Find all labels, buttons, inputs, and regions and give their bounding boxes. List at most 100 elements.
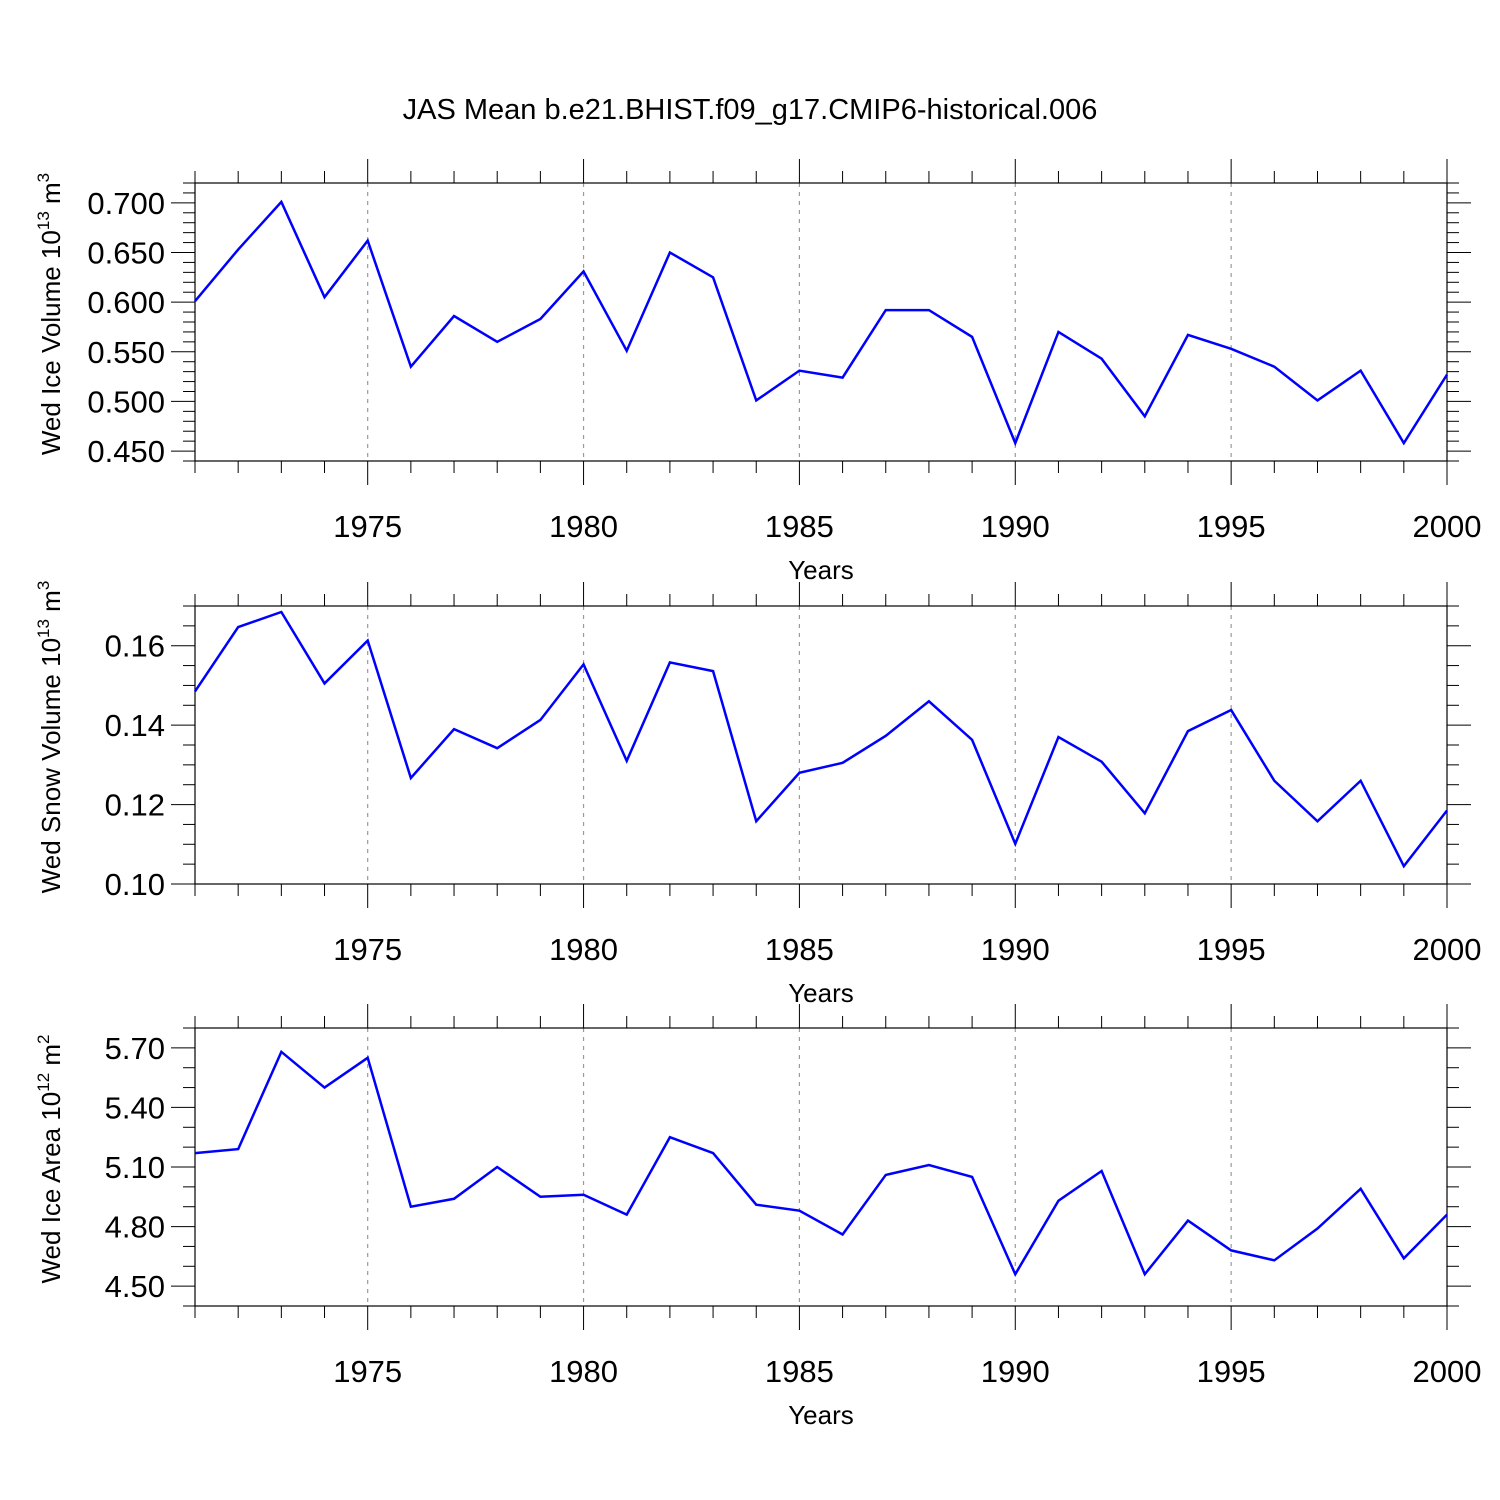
data-point bbox=[926, 698, 932, 704]
data-point bbox=[192, 298, 198, 304]
data-point bbox=[926, 307, 932, 313]
x-tick-label: 2000 bbox=[1413, 1354, 1482, 1389]
data-point bbox=[1358, 1186, 1364, 1192]
data-point bbox=[494, 745, 500, 751]
data-point bbox=[1185, 1218, 1191, 1224]
chart-title: JAS Mean b.e21.BHIST.f09_g17.CMIP6-histo… bbox=[403, 94, 1098, 126]
data-point bbox=[1012, 1271, 1018, 1277]
panel-1: 0.450 0.500 0.550 0.600 0.650 0.700 1975 1980 19… bbox=[34, 159, 1481, 585]
data-point bbox=[1314, 1226, 1320, 1232]
y-axis-label-exponent: 13 bbox=[34, 619, 53, 638]
data-point bbox=[1358, 368, 1364, 374]
data-point bbox=[840, 375, 846, 381]
data-point bbox=[969, 334, 975, 340]
x-tick-label: 1995 bbox=[1197, 932, 1266, 967]
data-point bbox=[1358, 778, 1364, 784]
data-point bbox=[537, 316, 543, 322]
data-point bbox=[796, 368, 802, 374]
data-point bbox=[365, 1055, 371, 1061]
data-point bbox=[581, 268, 587, 274]
data-point bbox=[883, 307, 889, 313]
y-axis-label-unit: m bbox=[36, 590, 66, 619]
data-point bbox=[1228, 707, 1234, 713]
data-point bbox=[322, 680, 328, 686]
data-point bbox=[1055, 734, 1061, 740]
y-axis-label: Wed Ice Volume 1013 m3 bbox=[34, 173, 66, 455]
panel-3: 4.50 4.80 5.10 5.40 5.70 1975 1980 1985 1990 1995… bbox=[34, 1004, 1481, 1430]
y-tick-label: 0.450 bbox=[87, 434, 165, 469]
data-point bbox=[408, 775, 414, 781]
data-point bbox=[581, 1192, 587, 1198]
y-axis-label: Wed Snow Volume 1013 m3 bbox=[34, 581, 66, 894]
y-axis-label-unit-exponent: 2 bbox=[34, 1034, 53, 1043]
data-point bbox=[1444, 1212, 1450, 1218]
data-point bbox=[883, 1172, 889, 1178]
x-tick-label: 1985 bbox=[765, 932, 834, 967]
y-tick-label: 5.70 bbox=[105, 1031, 165, 1066]
y-axis-label-text: Wed Ice Volume 10 bbox=[36, 230, 66, 455]
data-point bbox=[667, 250, 673, 256]
y-tick-label: 0.600 bbox=[87, 285, 165, 320]
x-tick-label: 2000 bbox=[1413, 509, 1482, 544]
x-tick-label: 1990 bbox=[981, 1354, 1050, 1389]
data-point bbox=[581, 661, 587, 667]
data-point bbox=[1012, 440, 1018, 446]
y-tick-label: 0.700 bbox=[87, 186, 165, 221]
data-point bbox=[796, 770, 802, 776]
y-axis-label-text: Wed Snow Volume 10 bbox=[36, 638, 66, 893]
data-point bbox=[365, 638, 371, 644]
data-point bbox=[926, 1162, 932, 1168]
data-point bbox=[710, 668, 716, 674]
y-axis-label-unit-exponent: 3 bbox=[34, 173, 53, 182]
data-point bbox=[1099, 356, 1105, 362]
y-axis-label-exponent: 12 bbox=[34, 1073, 53, 1092]
data-point bbox=[1314, 818, 1320, 824]
data-point bbox=[451, 313, 457, 319]
data-point bbox=[1099, 759, 1105, 765]
data-point bbox=[1228, 346, 1234, 352]
data-point bbox=[278, 199, 284, 205]
data-point bbox=[969, 1174, 975, 1180]
data-point bbox=[1099, 1168, 1105, 1174]
x-tick-label: 1980 bbox=[549, 932, 618, 967]
data-point bbox=[1271, 778, 1277, 784]
data-point bbox=[537, 717, 543, 723]
x-tick-label: 2000 bbox=[1413, 932, 1482, 967]
y-tick-label: 4.80 bbox=[105, 1210, 165, 1245]
x-axis-label: Years bbox=[788, 555, 854, 585]
data-point bbox=[1012, 841, 1018, 847]
data-point bbox=[1401, 1255, 1407, 1261]
x-tick-label: 1975 bbox=[333, 1354, 402, 1389]
data-point bbox=[1055, 329, 1061, 335]
data-point bbox=[322, 294, 328, 300]
data-point bbox=[1271, 1257, 1277, 1263]
data-point bbox=[235, 247, 241, 253]
x-tick-label: 1985 bbox=[765, 1354, 834, 1389]
y-axis-label-exponent: 13 bbox=[34, 211, 53, 230]
data-point bbox=[624, 758, 630, 764]
data-point bbox=[840, 760, 846, 766]
data-point bbox=[969, 737, 975, 743]
plot-frame bbox=[194, 182, 1448, 462]
data-point bbox=[494, 339, 500, 345]
data-point bbox=[1142, 810, 1148, 816]
y-tick-label: 0.650 bbox=[87, 236, 165, 271]
data-point bbox=[796, 1208, 802, 1214]
plot-frame bbox=[194, 1027, 1448, 1307]
x-tick-label: 1980 bbox=[549, 509, 618, 544]
x-tick-label: 1990 bbox=[981, 932, 1050, 967]
data-point bbox=[753, 397, 759, 403]
data-point bbox=[235, 1146, 241, 1152]
data-point bbox=[883, 733, 889, 739]
y-axis-label-unit-exponent: 3 bbox=[34, 581, 53, 590]
y-tick-label: 0.12 bbox=[105, 788, 165, 823]
data-point bbox=[192, 688, 198, 694]
series-line bbox=[193, 610, 1448, 869]
x-tick-label: 1985 bbox=[765, 509, 834, 544]
data-point bbox=[235, 624, 241, 630]
y-axis-label-unit: m bbox=[36, 182, 66, 211]
data-point bbox=[1142, 1271, 1148, 1277]
x-tick-label: 1975 bbox=[333, 509, 402, 544]
data-point bbox=[1401, 440, 1407, 446]
